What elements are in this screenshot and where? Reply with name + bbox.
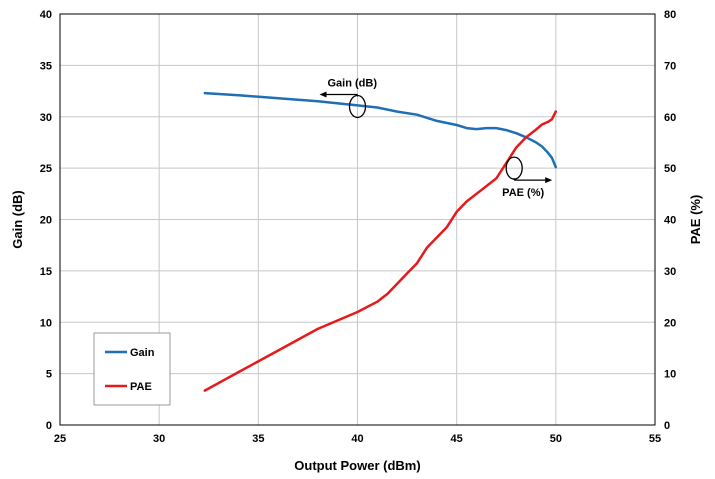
- y-tick-label-6: 30: [40, 112, 52, 124]
- y-axis-label: Gain (dB): [10, 190, 25, 249]
- y-tick-label-2: 10: [40, 317, 52, 329]
- y-tick-label-4: 20: [40, 215, 52, 227]
- legend-label-gain: Gain: [130, 347, 155, 359]
- x-tick-label-1: 30: [153, 433, 165, 445]
- x-tick-label-5: 50: [550, 433, 562, 445]
- y2-tick-label-8: 80: [664, 9, 676, 21]
- y2-axis-label: PAE (%): [688, 195, 703, 245]
- legend-label-pae: PAE: [130, 381, 152, 393]
- y-tick-label-5: 25: [40, 163, 52, 175]
- y-tick-label-7: 35: [40, 60, 52, 72]
- annotation-label-0: Gain (dB): [328, 77, 378, 89]
- y2-tick-label-7: 70: [664, 60, 676, 72]
- y2-tick-labels: 0 10 20 30 40 50 60 70 80: [664, 9, 676, 432]
- annotation-layer: Gain (dB) PAE (%): [319, 77, 553, 199]
- y-tick-label-1: 5: [46, 369, 52, 381]
- series-layer: [203, 91, 558, 392]
- y-tick-label-3: 15: [40, 266, 52, 278]
- y2-tick-label-5: 50: [664, 163, 676, 175]
- y-tick-label-8: 40: [40, 9, 52, 21]
- y2-tick-label-0: 0: [664, 420, 670, 432]
- legend-box: [93, 332, 171, 406]
- y2-tick-label-3: 30: [664, 266, 676, 278]
- x-tick-label-3: 40: [351, 433, 363, 445]
- series-line-pae: [203, 110, 558, 392]
- x-tick-label-2: 35: [252, 433, 264, 445]
- y-tick-label-0: 0: [46, 420, 52, 432]
- annotation-arrowhead-1: [545, 177, 553, 184]
- legend: Gain PAE: [93, 332, 171, 406]
- y2-tick-label-1: 10: [664, 369, 676, 381]
- annotation-label-1: PAE (%): [502, 187, 544, 199]
- series-line-gain: [203, 91, 558, 169]
- x-tick-label-4: 45: [451, 433, 463, 445]
- annotation-arrowhead-0: [319, 91, 327, 98]
- x-tick-label-6: 55: [649, 433, 661, 445]
- x-tick-labels: 25 30 35 40 45 50 55: [54, 433, 661, 445]
- x-axis-label: Output Power (dBm): [294, 458, 420, 473]
- x-tick-label-0: 25: [54, 433, 66, 445]
- y2-tick-label-2: 20: [664, 317, 676, 329]
- y2-tick-label-4: 40: [664, 215, 676, 227]
- y2-tick-label-6: 60: [664, 112, 676, 124]
- plot-frame: [59, 13, 656, 426]
- y-tick-labels: 0 5 10 15 20 25 30 35 40: [40, 9, 52, 432]
